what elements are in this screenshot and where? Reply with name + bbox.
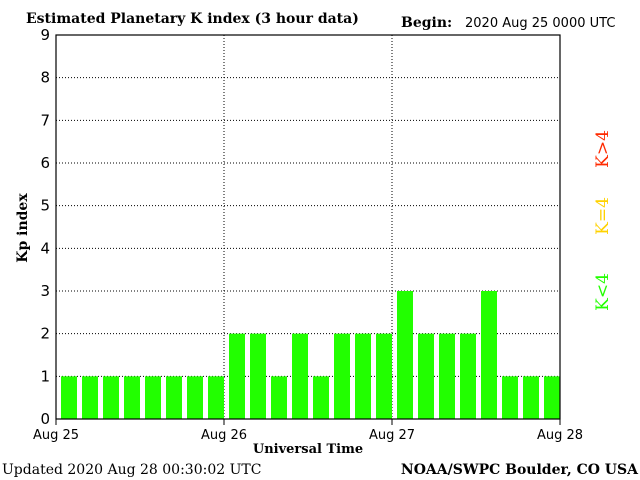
kp-bar bbox=[292, 333, 308, 419]
x-tick-label: Aug 27 bbox=[369, 428, 415, 443]
y-tick-labels: 0 1 2 3 4 5 6 7 8 9 bbox=[40, 26, 50, 428]
kp-bar bbox=[418, 333, 434, 419]
kp-bar bbox=[439, 333, 455, 419]
kp-bar bbox=[103, 376, 119, 419]
updated-text: Updated 2020 Aug 28 00:30:02 UTC bbox=[2, 462, 261, 478]
kp-bar bbox=[61, 376, 77, 419]
kp-bar bbox=[145, 376, 161, 419]
y-tick-label: 7 bbox=[40, 111, 50, 129]
y-tick-label: 8 bbox=[40, 69, 50, 87]
kp-bar bbox=[355, 333, 371, 419]
begin-value: 2020 Aug 25 0000 UTC bbox=[465, 16, 615, 31]
kp-bar bbox=[208, 376, 224, 419]
begin-label: Begin: bbox=[401, 15, 452, 31]
y-tick-label: 1 bbox=[40, 367, 50, 385]
chart-title: Estimated Planetary K index (3 hour data… bbox=[26, 11, 359, 27]
kp-bar bbox=[523, 376, 539, 419]
x-tick-labels: Aug 25 Aug 26 Aug 27 Aug 28 bbox=[33, 419, 583, 443]
kp-bar bbox=[334, 333, 350, 419]
kp-bar bbox=[229, 333, 245, 419]
y-tick-label: 0 bbox=[40, 410, 50, 428]
x-tick-label: Aug 28 bbox=[537, 428, 583, 443]
kp-bar bbox=[397, 291, 413, 419]
x-tick-label: Aug 25 bbox=[33, 428, 79, 443]
kp-bar bbox=[166, 376, 182, 419]
bars bbox=[61, 291, 560, 419]
x-tick-label: Aug 26 bbox=[201, 428, 247, 443]
y-axis-label: Kp index bbox=[15, 193, 31, 263]
plot-frame bbox=[55, 34, 561, 420]
kp-bar bbox=[502, 376, 518, 419]
grid bbox=[56, 35, 560, 419]
y-tick-label: 5 bbox=[40, 197, 50, 215]
y-tick-label: 4 bbox=[40, 239, 50, 257]
kp-bar bbox=[82, 376, 98, 419]
y-tick-label: 2 bbox=[40, 325, 50, 343]
y-tick-label: 6 bbox=[40, 154, 50, 172]
kp-bar bbox=[376, 333, 392, 419]
kp-bar bbox=[271, 376, 287, 419]
kp-bar bbox=[250, 333, 266, 419]
y-tick-label: 9 bbox=[40, 26, 50, 44]
kp-bar bbox=[460, 333, 476, 419]
kp-bar bbox=[481, 291, 497, 419]
kp-bar bbox=[124, 376, 140, 419]
kp-bar bbox=[187, 376, 203, 419]
y-tick-label: 3 bbox=[40, 282, 50, 300]
legend-high: K>4 bbox=[593, 130, 613, 168]
x-axis-label: Universal Time bbox=[253, 442, 363, 457]
kp-bar bbox=[544, 376, 560, 419]
legend-equal: K=4 bbox=[593, 197, 613, 235]
legend-low: K<4 bbox=[593, 273, 613, 311]
kp-bar bbox=[313, 376, 329, 419]
source-text: NOAA/SWPC Boulder, CO USA bbox=[401, 462, 639, 478]
